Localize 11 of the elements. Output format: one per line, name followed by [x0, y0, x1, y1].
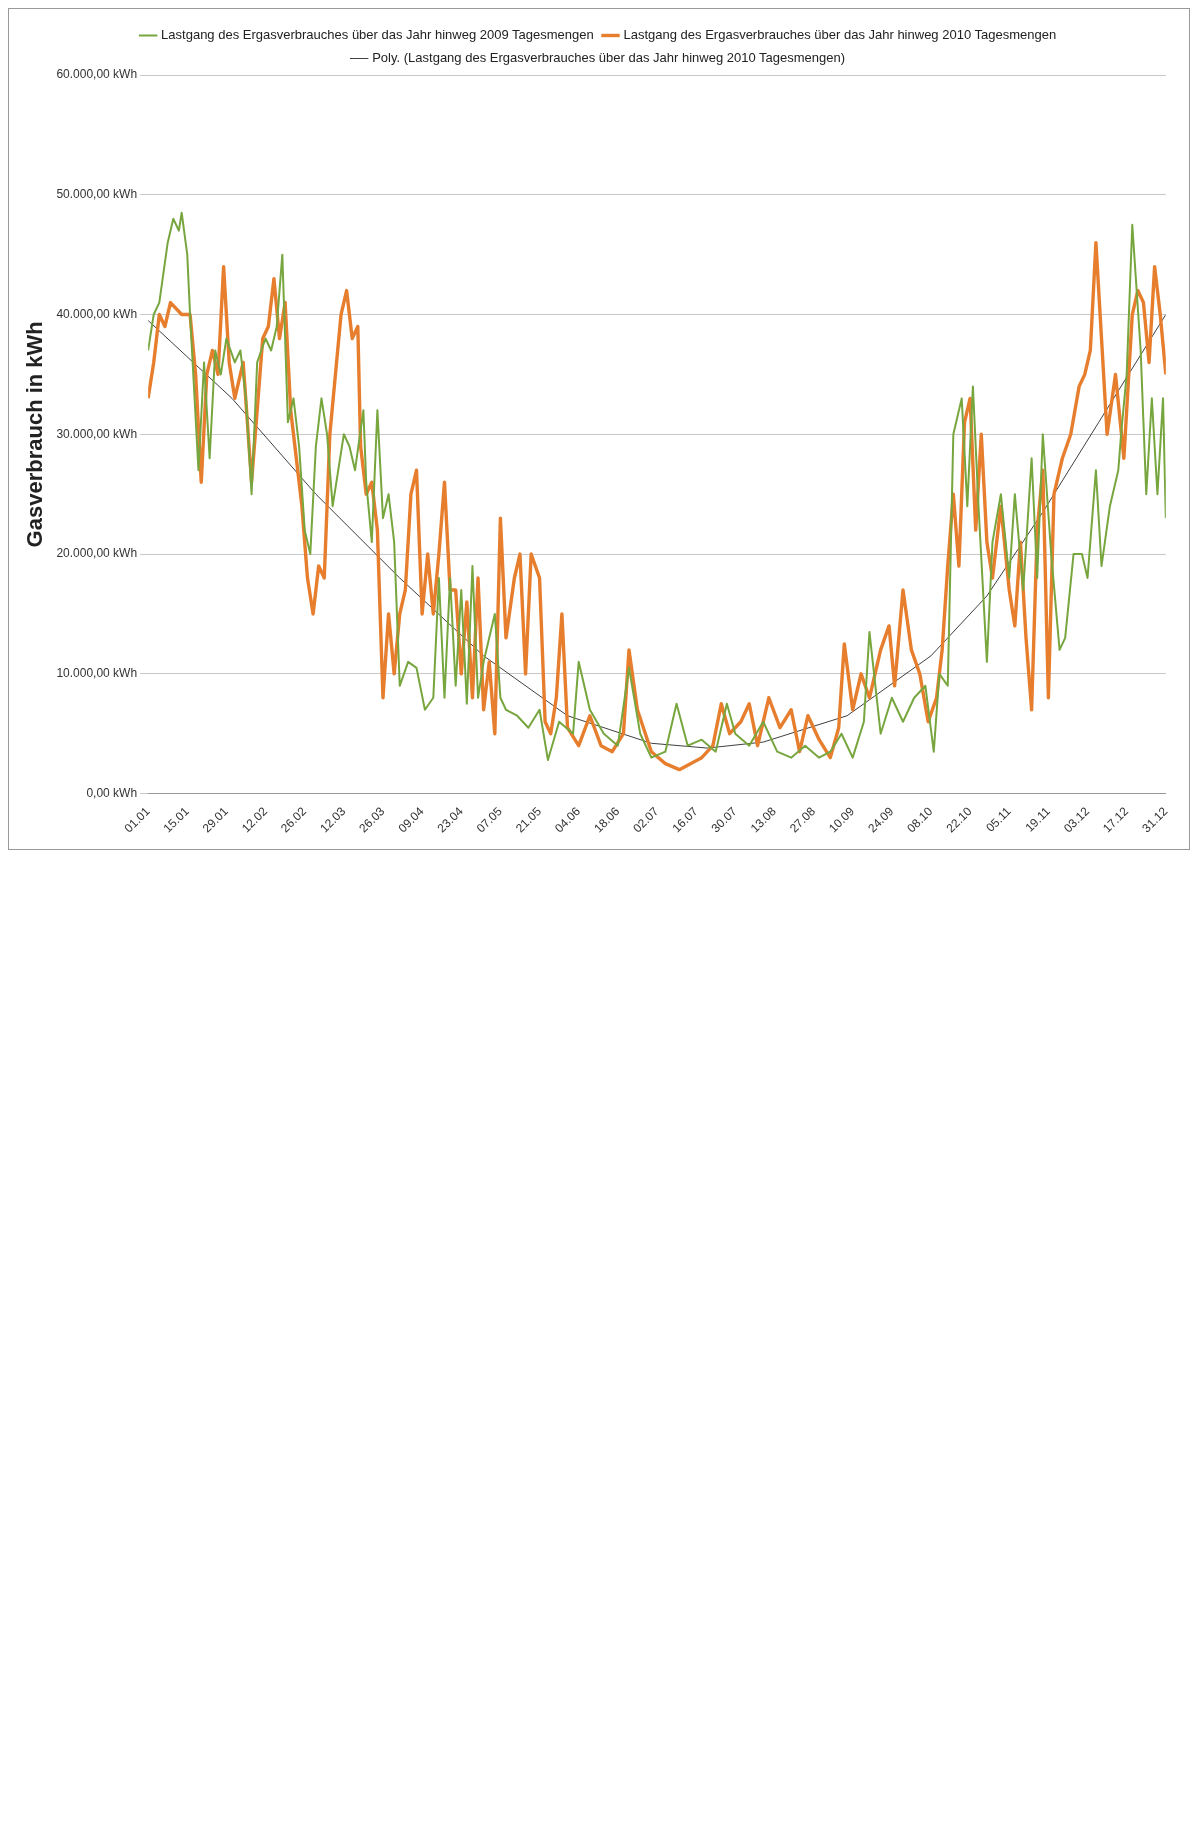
y-tick-label: 30.000,00 kWh	[56, 426, 138, 441]
y-tick-label: 40.000,00 kWh	[56, 306, 138, 321]
y-tick-label: 50.000,00 kWh	[56, 187, 138, 202]
legend-label: Lastgang des Ergasverbrauches über das Jahr hinweg 2010 Tagesmengen	[623, 27, 1057, 43]
legend-label: Poly. (Lastgang des Ergasverbrauches über das Jahr hinweg 2010 Tagesmengen)	[372, 50, 846, 66]
y-tick-label: 10.000,00 kWh	[56, 666, 138, 681]
y-axis-title: Gasverbrauch in kWh	[22, 321, 48, 548]
y-tick-label: 60.000,00 kWh	[56, 67, 138, 82]
y-tick-label: 20.000,00 kWh	[56, 546, 138, 561]
y-tick-label: 0,00 kWh	[86, 785, 138, 800]
legend-label: Lastgang des Ergasverbrauches über das Jahr hinweg 2009 Tagesmengen	[161, 27, 594, 43]
